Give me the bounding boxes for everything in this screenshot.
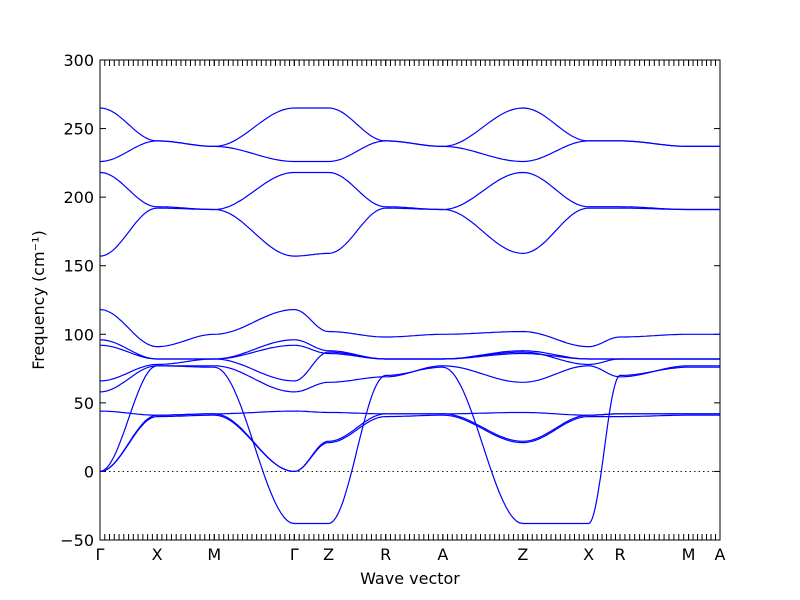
band-line-12 [99, 414, 720, 473]
x-tick-label: A [437, 545, 448, 564]
y-tick-label: 100 [63, 325, 94, 344]
y-axis-ticks: −50 0 50 100 150 200 250 300 [60, 51, 720, 550]
x-tick-label: X [583, 545, 594, 564]
y-tick-label: −50 [60, 531, 94, 550]
y-tick-label: 200 [63, 188, 94, 207]
y-tick-label: 150 [63, 257, 94, 276]
x-tick-label: R [380, 545, 391, 564]
plot-frame [99, 59, 721, 541]
band-line-8 [99, 351, 720, 382]
band-line-11 [99, 413, 720, 473]
y-tick-label: 250 [63, 120, 94, 139]
x-axis-label: Wave vector [360, 569, 460, 588]
x-tick-label: Z [323, 545, 334, 564]
x-tick-label: A [715, 545, 726, 564]
x-tick-label: M [207, 545, 221, 564]
x-tick-label: Γ [290, 545, 299, 564]
band-line-4 [99, 207, 720, 257]
band-line-6 [99, 339, 720, 360]
x-tick-label: X [152, 545, 163, 564]
band-line-13 [99, 365, 720, 525]
x-tick-label: M [682, 545, 696, 564]
x-tick-label: Γ [96, 545, 105, 564]
y-axis-label: Frequency (cm⁻¹) [29, 230, 48, 369]
band-lines [99, 107, 720, 525]
y-tick-label: 0 [84, 462, 94, 481]
band-line-7 [100, 344, 720, 360]
x-tick-label: Z [517, 545, 528, 564]
y-tick-label: 300 [63, 51, 94, 70]
band-line-3 [99, 171, 720, 211]
band-line-2 [99, 140, 720, 163]
x-tick-label: R [614, 545, 625, 564]
band-line-9 [99, 365, 720, 393]
y-tick-label: 50 [74, 394, 94, 413]
band-line-5 [99, 308, 720, 348]
